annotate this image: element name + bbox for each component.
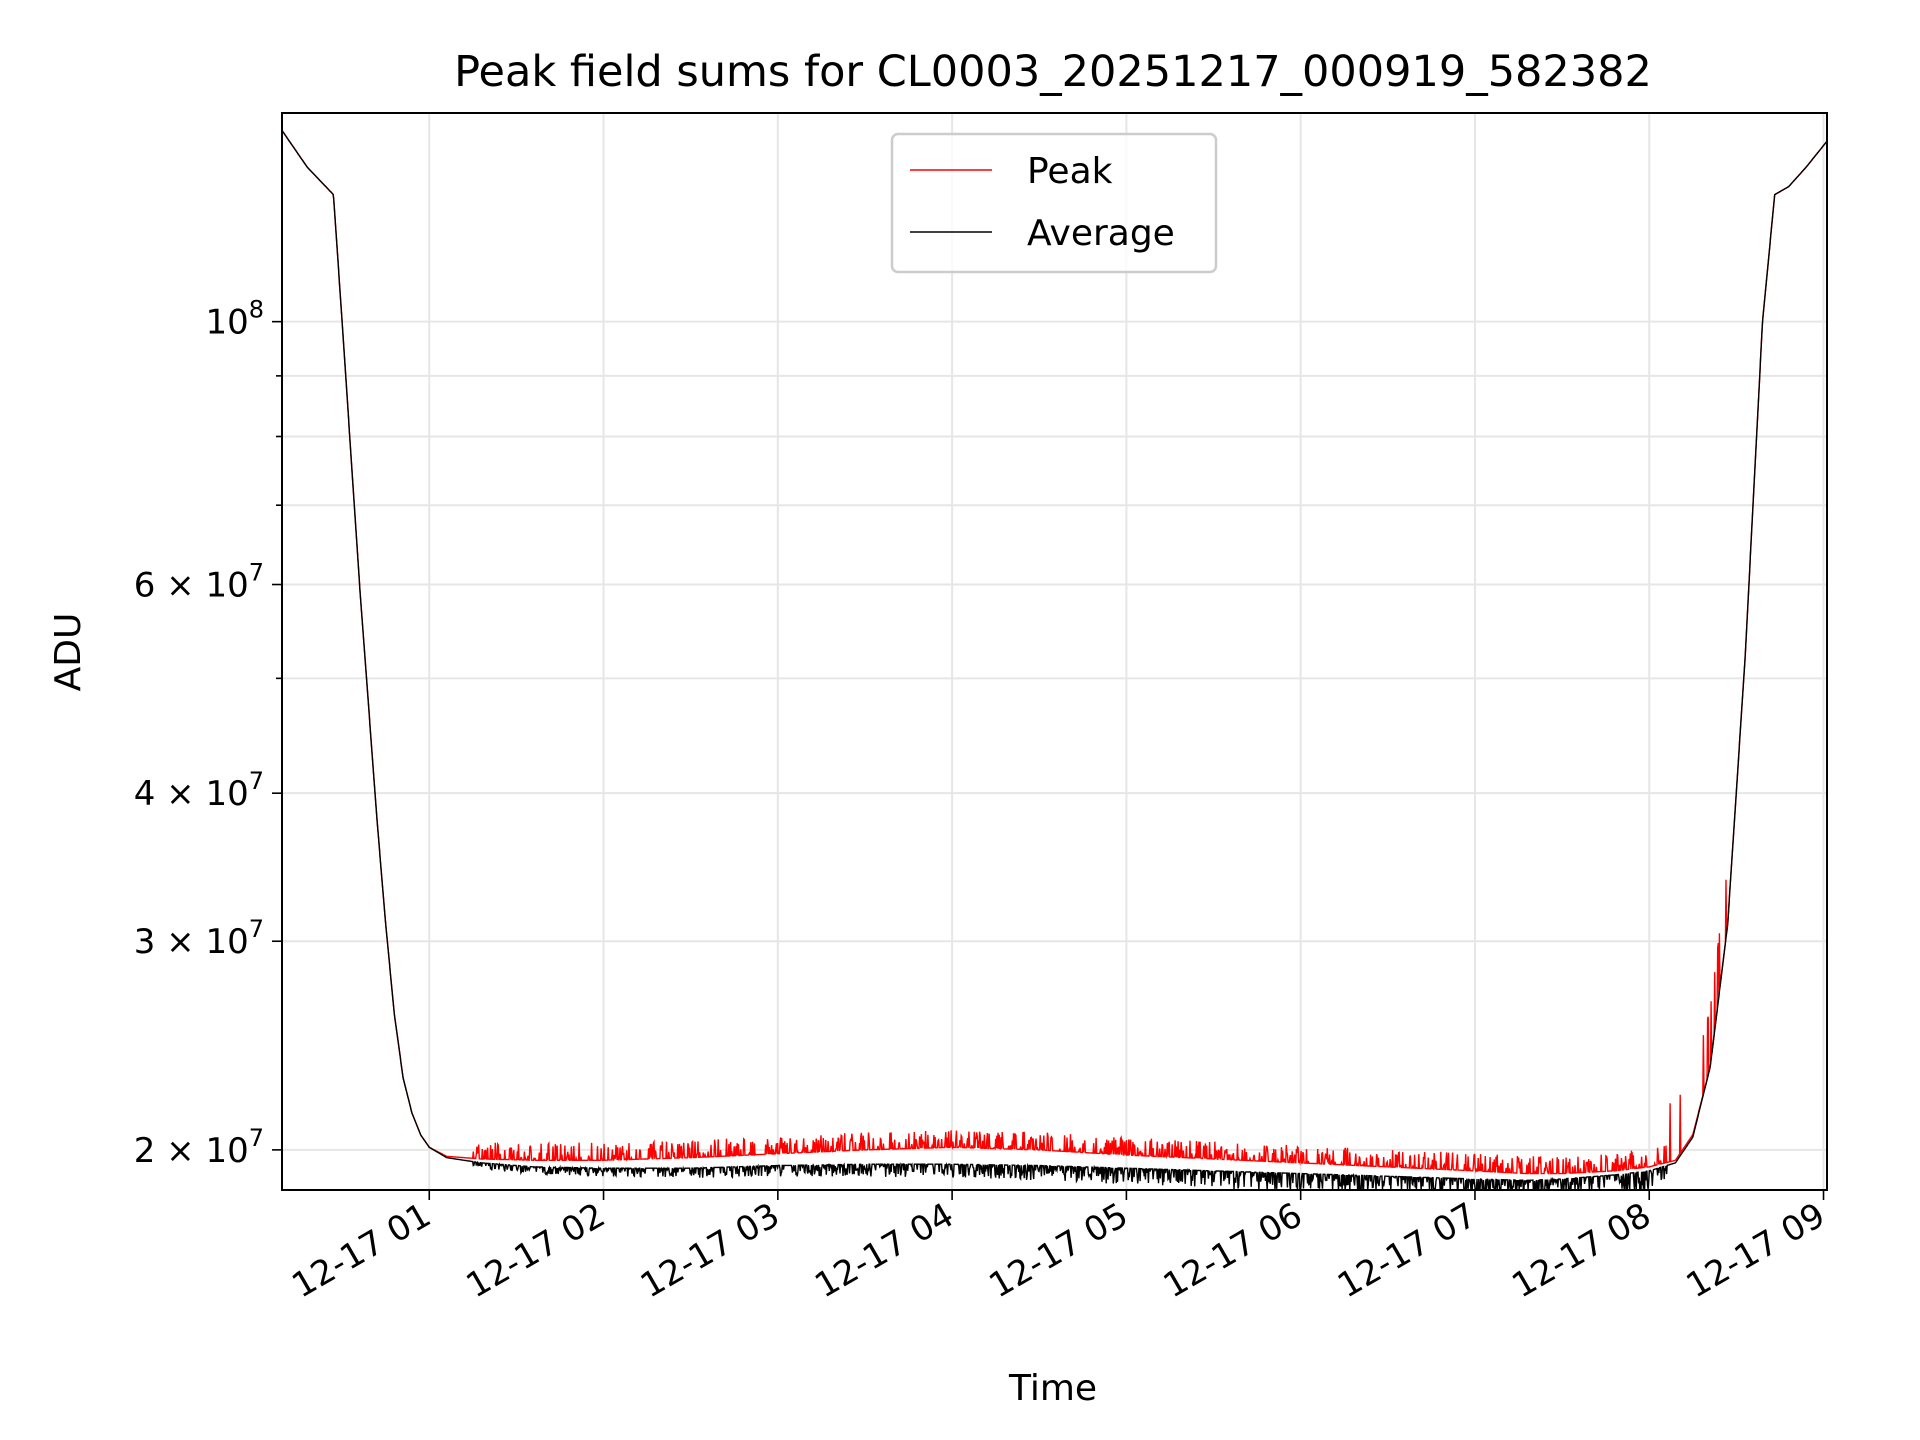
- legend-peak-label: Peak: [1027, 151, 1113, 192]
- y-axis: 2 × 107 3 × 107 4 × 107 6 × 107 108: [134, 296, 282, 1171]
- peak-series-line: [282, 130, 1827, 1175]
- y-axis-label: ADU: [48, 613, 89, 692]
- y-tick-label: 6 × 107: [134, 559, 264, 606]
- y-tick-label: 2 × 107: [134, 1124, 264, 1171]
- axes-frame: [281, 112, 1828, 1191]
- chart-title: Peak field sums for CL0003_20251217_0009…: [454, 47, 1652, 97]
- x-axis-label: Time: [1008, 1368, 1097, 1409]
- legend-average-label: Average: [1027, 213, 1175, 254]
- y-tick-label: 3 × 107: [134, 915, 264, 962]
- grid: [282, 113, 1827, 1190]
- y-tick-label: 108: [205, 296, 264, 343]
- y-tick-label: 4 × 107: [134, 767, 264, 814]
- legend: Peak Average: [890, 132, 1218, 274]
- legend-box: [890, 132, 1218, 274]
